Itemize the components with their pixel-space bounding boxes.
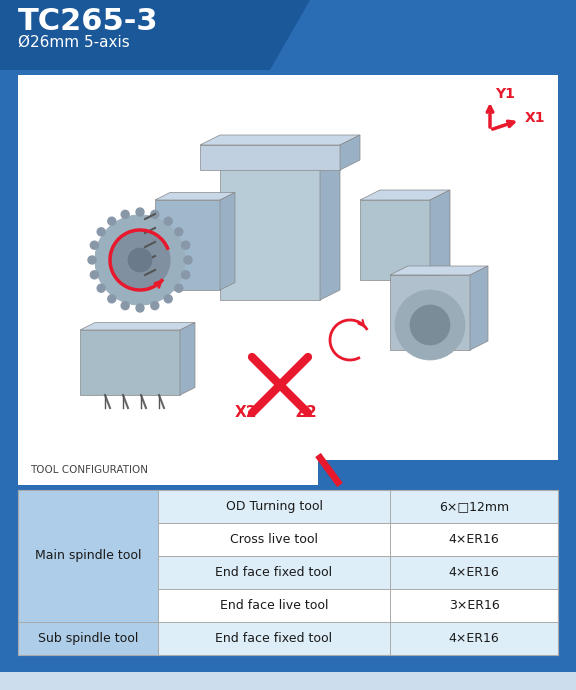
Circle shape <box>410 305 450 345</box>
Circle shape <box>395 290 465 360</box>
Polygon shape <box>220 193 235 290</box>
Text: Cross live tool: Cross live tool <box>230 533 318 546</box>
Text: Sub spindle tool: Sub spindle tool <box>38 632 138 645</box>
Polygon shape <box>180 322 195 395</box>
Bar <box>18 75 558 460</box>
Circle shape <box>110 230 170 290</box>
Bar <box>158 622 390 655</box>
Text: Main spindle tool: Main spindle tool <box>35 549 141 562</box>
Circle shape <box>181 241 190 249</box>
Polygon shape <box>220 150 340 160</box>
Polygon shape <box>80 322 195 330</box>
Circle shape <box>95 215 185 305</box>
Circle shape <box>121 210 129 218</box>
Polygon shape <box>320 150 340 300</box>
Text: 6×□12mm: 6×□12mm <box>439 500 509 513</box>
Bar <box>390 622 558 655</box>
Circle shape <box>128 248 152 272</box>
Polygon shape <box>390 266 488 275</box>
Bar <box>158 490 390 523</box>
Polygon shape <box>470 266 488 350</box>
Text: 4×ER16: 4×ER16 <box>449 632 499 645</box>
Circle shape <box>175 284 183 292</box>
Bar <box>18 455 318 485</box>
Bar <box>18 490 558 655</box>
Polygon shape <box>0 0 310 70</box>
Circle shape <box>97 228 105 236</box>
Circle shape <box>175 228 183 236</box>
Bar <box>390 556 558 589</box>
Polygon shape <box>200 135 360 145</box>
Circle shape <box>151 302 159 310</box>
Text: 4×ER16: 4×ER16 <box>449 533 499 546</box>
Bar <box>18 490 158 622</box>
Circle shape <box>181 271 190 279</box>
Circle shape <box>121 302 129 310</box>
Circle shape <box>90 271 98 279</box>
Bar <box>158 523 390 556</box>
Circle shape <box>164 295 172 303</box>
Polygon shape <box>360 190 450 200</box>
Text: Ø26mm 5-axis: Ø26mm 5-axis <box>18 34 130 50</box>
Text: End face fixed tool: End face fixed tool <box>215 632 332 645</box>
Bar <box>18 622 158 655</box>
Text: OD Turning tool: OD Turning tool <box>225 500 323 513</box>
Text: 4×ER16: 4×ER16 <box>449 566 499 579</box>
Text: TC265-3: TC265-3 <box>18 8 158 37</box>
Circle shape <box>184 256 192 264</box>
Polygon shape <box>155 200 220 290</box>
Polygon shape <box>360 200 430 280</box>
Polygon shape <box>80 330 180 395</box>
Text: X1: X1 <box>525 111 545 125</box>
Polygon shape <box>200 145 340 170</box>
Polygon shape <box>220 160 320 300</box>
Circle shape <box>88 256 96 264</box>
Bar <box>390 490 558 523</box>
Text: X2: X2 <box>235 405 257 420</box>
Text: Y1: Y1 <box>495 87 515 101</box>
Circle shape <box>164 217 172 225</box>
Bar <box>390 589 558 622</box>
Text: End face fixed tool: End face fixed tool <box>215 566 332 579</box>
Circle shape <box>136 208 144 216</box>
Circle shape <box>108 217 116 225</box>
Circle shape <box>151 210 159 218</box>
Polygon shape <box>390 275 470 350</box>
Bar <box>390 523 558 556</box>
Circle shape <box>90 241 98 249</box>
Circle shape <box>97 284 105 292</box>
Circle shape <box>108 295 116 303</box>
Bar <box>158 556 390 589</box>
Bar <box>158 589 390 622</box>
Circle shape <box>136 304 144 312</box>
Polygon shape <box>430 190 450 280</box>
Text: End face live tool: End face live tool <box>220 599 328 612</box>
Text: 3×ER16: 3×ER16 <box>449 599 499 612</box>
Polygon shape <box>340 135 360 170</box>
Text: Z2: Z2 <box>295 405 317 420</box>
Text: TOOL CONFIGURATION: TOOL CONFIGURATION <box>30 465 148 475</box>
Polygon shape <box>155 193 235 200</box>
Bar <box>0 672 576 690</box>
